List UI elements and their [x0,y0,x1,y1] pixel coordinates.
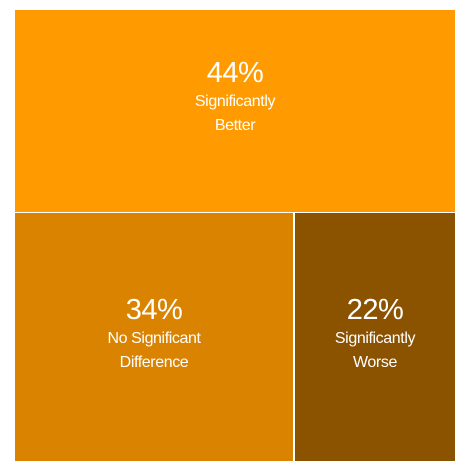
tile-label-line-1: Significantly [194,93,276,110]
tile-label-line-2: Better [214,117,256,134]
tile-percent: 44% [206,57,264,89]
tile-significantly-worse: 22% Significantly Worse [295,213,455,461]
tile-label-line-2: Difference [119,354,189,371]
tile-label-line-1: No Significant [107,330,201,347]
tile-label-line-2: Worse [353,354,397,371]
tile-percent: 22% [346,294,404,326]
tile-no-significant-difference: 34% No Significant Difference [15,213,293,461]
tile-label-line-1: Significantly [334,330,416,347]
tile-percent: 34% [125,294,183,326]
tile-significantly-better: 44% Significantly Better [15,10,455,212]
